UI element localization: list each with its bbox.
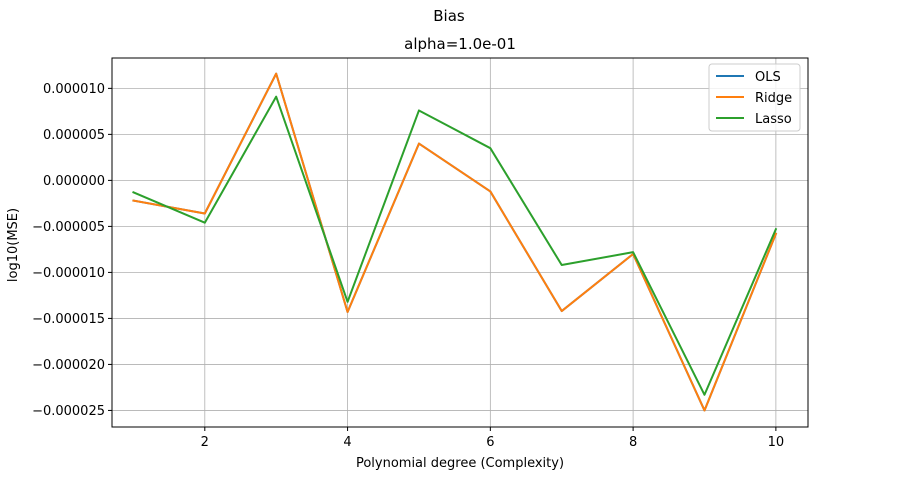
y-tick-label: −0.000025 — [32, 404, 105, 419]
y-tick-label: 0.000010 — [43, 82, 105, 97]
x-axis-ticks: 2 4 6 8 10 — [201, 427, 784, 450]
y-tick-label: 0.000005 — [43, 128, 105, 143]
y-tick-label: 0.000000 — [43, 174, 105, 189]
y-tick-label: −0.000020 — [32, 358, 105, 373]
x-tick-label: 8 — [629, 435, 637, 450]
chart-suptitle: Bias — [433, 7, 465, 25]
legend-label-lasso: Lasso — [755, 112, 792, 127]
y-tick-label: −0.000005 — [32, 220, 105, 235]
legend: OLS Ridge Lasso — [708, 63, 801, 132]
x-tick-label: 10 — [768, 435, 785, 450]
series-line-ridge — [132, 72, 778, 412]
plot-frame — [111, 57, 809, 428]
chart-title: alpha=1.0e-01 — [404, 35, 516, 53]
y-tick-label: −0.000010 — [32, 266, 105, 281]
x-tick-label: 6 — [486, 435, 494, 450]
x-tick-label: 2 — [201, 435, 209, 450]
x-tick-label: 4 — [343, 435, 351, 450]
y-axis-label: log10(MSE) — [6, 208, 21, 282]
series-lines — [132, 72, 778, 412]
series-line-lasso — [132, 95, 778, 396]
plot-area — [112, 58, 808, 427]
legend-label-ridge: Ridge — [755, 91, 792, 106]
legend-box — [708, 63, 801, 132]
x-axis-label: Polynomial degree (Complexity) — [356, 456, 564, 471]
legend-label-ols: OLS — [755, 70, 781, 85]
y-tick-label: −0.000015 — [32, 312, 105, 327]
y-axis-ticks: 0.000010 0.000005 0.000000 −0.000005 −0.0000… — [32, 82, 112, 419]
